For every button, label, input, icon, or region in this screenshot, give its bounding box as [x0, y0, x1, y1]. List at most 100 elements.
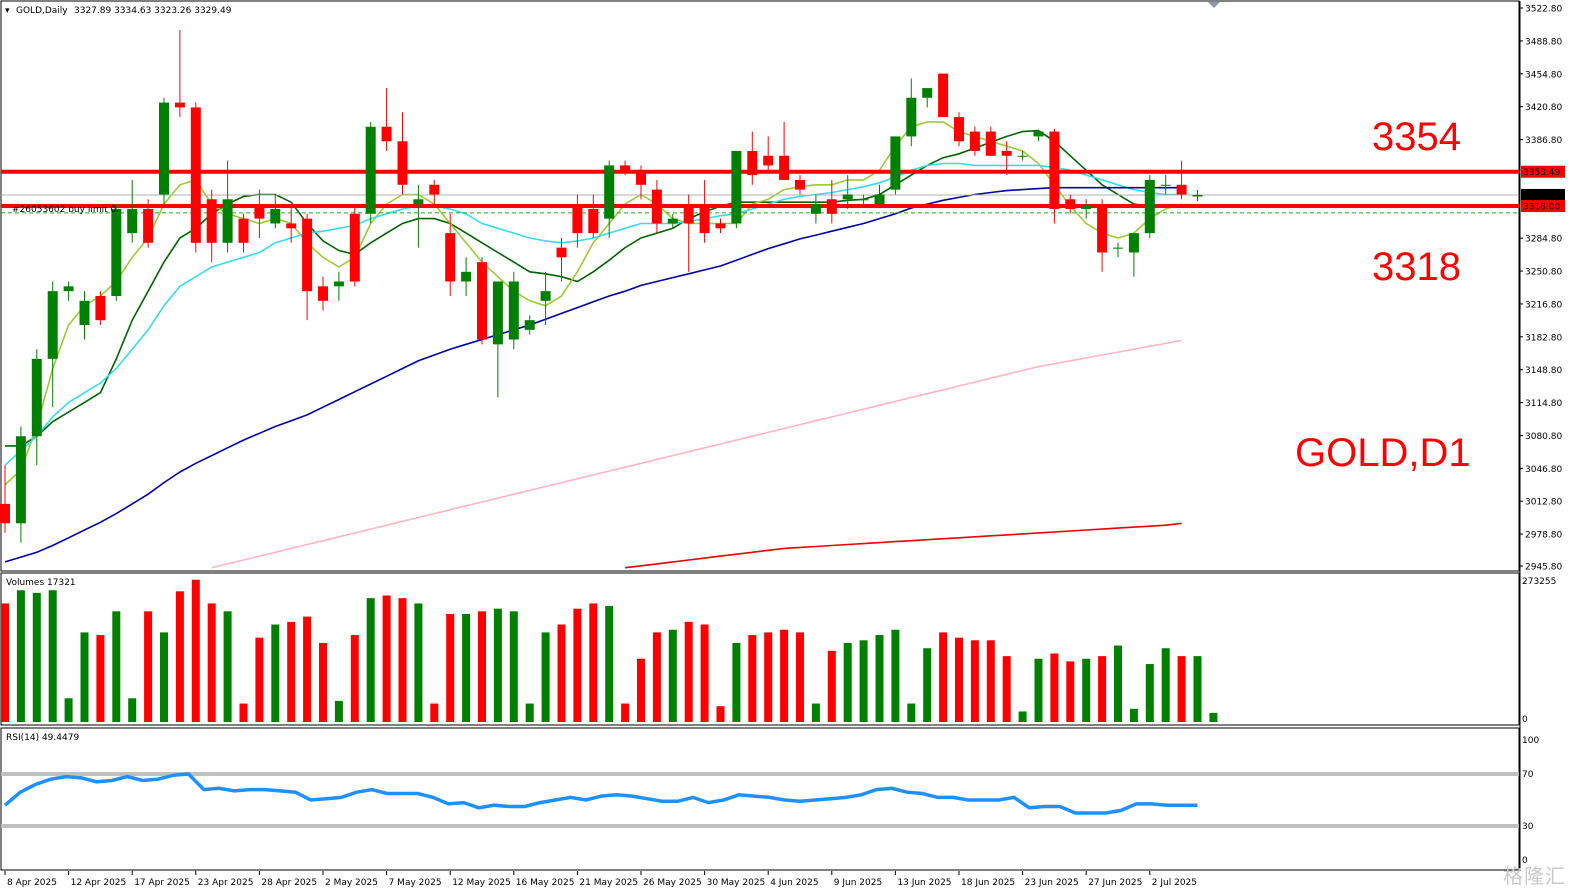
candle — [779, 121, 790, 180]
volume-bar — [716, 706, 725, 722]
candle — [445, 213, 456, 296]
price-tick-label: 3284.80 — [1525, 235, 1562, 245]
volume-bar — [462, 613, 471, 722]
volume-axis-tick: 273255 — [1522, 577, 1556, 587]
candle-body — [333, 281, 344, 287]
candle-body — [381, 126, 392, 142]
candle — [1017, 150, 1028, 161]
candle-body — [604, 165, 615, 219]
order-line-label: #26053602 buy limit 0. — [12, 205, 119, 215]
candle — [254, 189, 265, 238]
volume-bar — [239, 703, 248, 722]
volume-bar — [589, 603, 598, 722]
volume-bar — [80, 632, 89, 722]
candle-body — [636, 170, 646, 185]
volume-bar — [1034, 658, 1043, 722]
volume-bar — [557, 624, 566, 722]
volume-bar — [255, 637, 264, 722]
candle — [969, 126, 980, 156]
volume-bar — [748, 635, 757, 722]
candle — [15, 426, 26, 543]
candle — [763, 136, 774, 171]
volume-bar — [430, 703, 439, 722]
candle-body — [620, 165, 631, 171]
volume-bar — [732, 642, 741, 722]
candle-body — [477, 262, 487, 340]
candle-body — [286, 223, 297, 229]
scroll-marker-icon[interactable] — [1208, 2, 1220, 8]
candle-body — [413, 199, 424, 205]
volume-bar — [334, 700, 343, 722]
ma-line-5 — [625, 522, 1182, 569]
candle-body — [0, 503, 10, 524]
candle — [588, 194, 599, 238]
candle-body — [858, 199, 869, 201]
candle-body — [763, 155, 774, 166]
price-tick-label: 3216.80 — [1525, 300, 1562, 310]
time-tick-label: 9 Jun 2025 — [834, 878, 882, 888]
candle-body — [111, 208, 122, 296]
volume-bar — [271, 624, 280, 722]
candles — [0, 30, 1203, 543]
candle-body — [540, 291, 551, 301]
candle — [683, 194, 694, 272]
volume-bar — [48, 590, 57, 722]
candle-body — [1033, 131, 1044, 137]
time-tick-label: 2 May 2025 — [325, 878, 378, 888]
candle — [302, 213, 313, 321]
time-tick-label: 18 Jun 2025 — [961, 878, 1015, 888]
candle — [938, 73, 949, 118]
volume-bar — [223, 611, 232, 722]
volume-bar — [382, 595, 391, 722]
candle-body — [1097, 204, 1108, 253]
candle-body — [715, 223, 726, 229]
candle-body — [699, 204, 710, 234]
volume-bar — [652, 632, 661, 722]
candle-body — [890, 136, 901, 190]
candle-body — [95, 295, 106, 321]
volume-bar — [668, 629, 677, 722]
candle-body — [365, 126, 376, 214]
price-tick-label: 3046.80 — [1525, 465, 1562, 475]
price-tick-label: 3522.80 — [1525, 5, 1562, 15]
volume-bar — [621, 703, 630, 722]
price-tick-label: 3012.80 — [1525, 498, 1562, 508]
candle — [667, 213, 678, 229]
candle — [31, 349, 42, 466]
rsi-chart: 70 30 100 0 — [1, 736, 1539, 866]
volume-bar — [796, 632, 804, 722]
rsi-panel — [0, 727, 1520, 871]
symbol-info: GOLD,Daily — [16, 6, 68, 16]
candle — [365, 121, 376, 224]
candle — [143, 199, 154, 248]
candle — [890, 136, 901, 195]
rsi-level-label: 30 — [1522, 822, 1534, 832]
time-tick-label: 12 May 2025 — [452, 878, 511, 888]
candle — [1033, 131, 1044, 142]
candle — [508, 271, 519, 350]
volume-bar — [366, 598, 375, 722]
candle — [1081, 199, 1092, 219]
collapse-arrow-icon[interactable]: ▾ — [5, 6, 10, 16]
candle-body — [1176, 184, 1187, 195]
volume-bar — [1114, 645, 1122, 722]
time-tick-label: 16 May 2025 — [516, 878, 575, 888]
rsi-level-label: 70 — [1522, 770, 1534, 780]
price-tick-label: 3114.80 — [1525, 399, 1562, 409]
volume-bar — [493, 608, 502, 722]
price-tick-label: 2945.80 — [1525, 563, 1562, 573]
price-tag-label: 3318.00 — [1523, 203, 1560, 213]
candle-body — [508, 281, 519, 340]
volume-bar — [175, 591, 184, 722]
candle — [858, 194, 869, 205]
candle — [906, 78, 917, 147]
candle — [1192, 189, 1203, 201]
volume-bar — [986, 640, 995, 722]
candle-body — [1144, 179, 1155, 234]
candle — [127, 179, 138, 243]
volume-bar — [573, 608, 582, 722]
volume-bar — [780, 629, 789, 722]
candle — [0, 465, 10, 533]
candle-body — [874, 194, 885, 205]
volume-panel — [0, 572, 1520, 726]
